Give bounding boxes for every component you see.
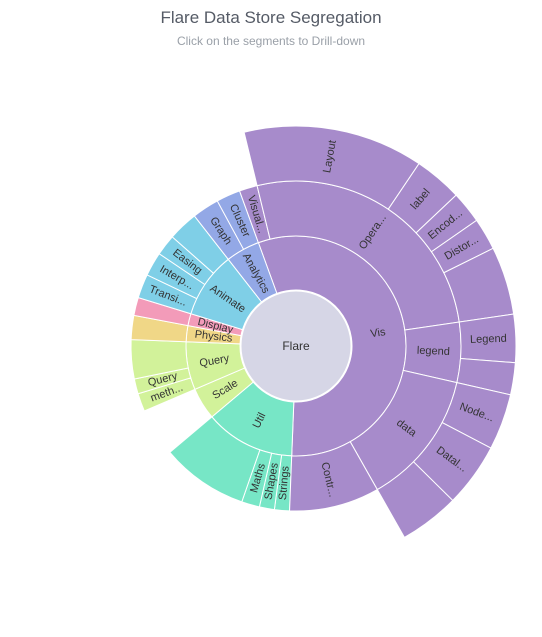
chart-subtitle: Click on the segments to Drill-down (176, 34, 366, 48)
segment-vis-contr[interactable] (289, 441, 379, 512)
chart-title: Flare Data Store Segregation (160, 8, 382, 27)
segment-data-other-9[interactable] (376, 461, 454, 539)
segment-legend-legend[interactable] (458, 313, 517, 364)
center-root[interactable] (240, 290, 352, 402)
center-label: Flare (282, 339, 310, 353)
segment-util-other-3[interactable] (169, 416, 261, 503)
